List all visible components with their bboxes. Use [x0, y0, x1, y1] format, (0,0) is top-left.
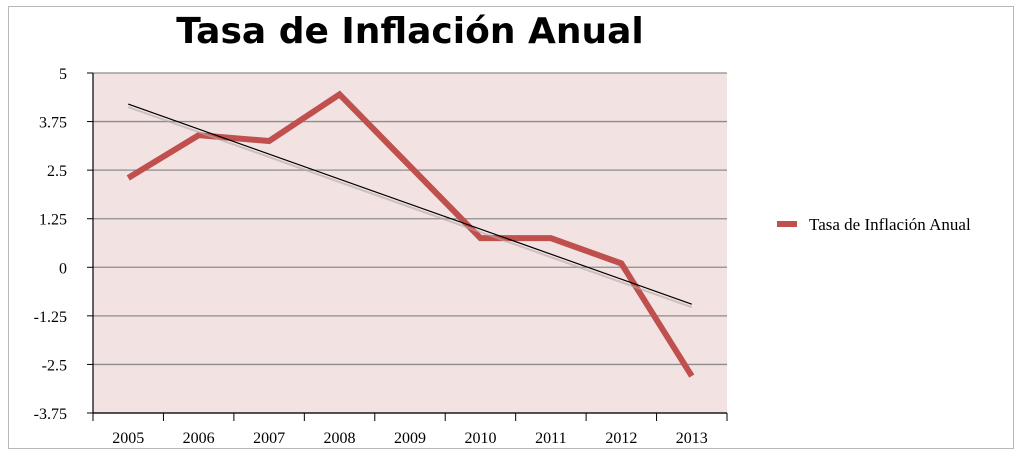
trendline-shadow	[127, 106, 693, 309]
legend-label: Tasa de Inflación Anual	[809, 215, 971, 234]
x-axis-labels: 2005 2006 2007 2008 2009 2010 2011 2012 2013	[112, 430, 708, 447]
x-tick-label: 2009	[394, 430, 426, 447]
y-tick-label: -1.25	[34, 309, 67, 326]
y-tick-label: 0	[59, 260, 67, 277]
y-tick-label: -2.5	[42, 357, 67, 374]
y-tick-label: 5	[59, 66, 67, 83]
x-tick-label: 2013	[676, 430, 708, 447]
x-tick-label: 2010	[464, 430, 496, 447]
x-tick-label: 2006	[183, 430, 215, 447]
y-tick-label: 1.25	[39, 212, 67, 229]
x-tick-label: 2007	[253, 430, 285, 447]
legend: Tasa de Inflación Anual	[777, 215, 971, 234]
x-tick-label: 2005	[112, 430, 144, 447]
x-tick-label: 2012	[605, 430, 637, 447]
y-tick-label: 2.5	[47, 163, 67, 180]
x-tick-label: 2011	[535, 430, 566, 447]
trendline	[128, 103, 692, 305]
plot-area	[93, 73, 727, 413]
chart-title: Tasa de Inflación Anual	[176, 11, 644, 52]
x-tick-label: 2008	[324, 430, 356, 447]
axes	[92, 73, 728, 421]
y-axis-labels: 5 3.75 2.5 1.25 0 -1.25 -2.5 -3.75	[34, 66, 67, 423]
y-tick-label: -3.75	[34, 406, 67, 423]
y-tick-label: 3.75	[39, 115, 67, 132]
trendline-group	[127, 103, 693, 309]
